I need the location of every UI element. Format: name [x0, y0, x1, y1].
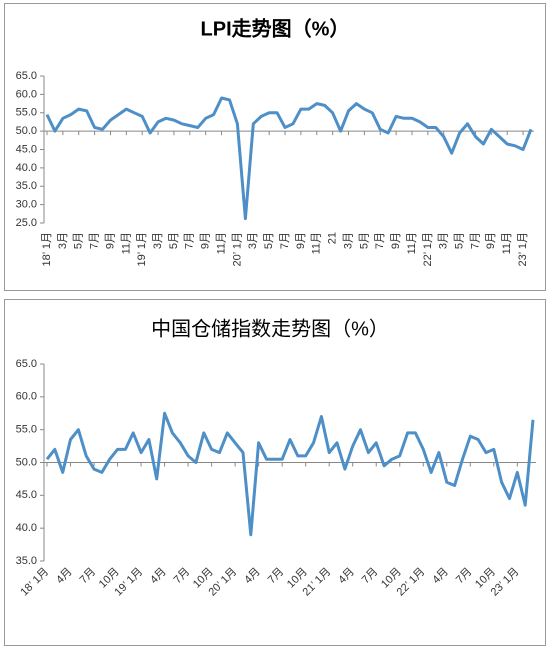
x-tick-label: 7月: [89, 232, 101, 249]
x-tick-label: 11月: [120, 232, 132, 254]
x-tick-label: 3月: [247, 232, 259, 249]
chart-title: LPI走势图（%）: [201, 16, 350, 40]
x-tick-label: 11月: [406, 232, 418, 254]
x-tick-label: 5月: [73, 232, 85, 249]
x-tick-label: 11月: [311, 232, 323, 254]
data-line: [45, 96, 533, 221]
y-tick-label: 65.0: [16, 70, 37, 82]
x-tick-label: 7月: [184, 232, 196, 249]
x-tick-label: 9月: [200, 232, 212, 249]
x-tick-label: 19’ 1月: [136, 232, 148, 266]
x-tick-label: 9月: [295, 232, 307, 249]
x-tick-label: 20’ 1月: [231, 232, 243, 266]
data-line: [45, 411, 535, 537]
y-tick-label: 65.0: [16, 358, 37, 370]
y-tick-label: 45.0: [16, 489, 37, 501]
y-tick-label: 50.0: [16, 456, 37, 468]
x-tick-label: 9月: [390, 232, 402, 249]
y-tick-label: 35.0: [16, 180, 37, 192]
x-tick-label: 23’ 1月: [517, 232, 529, 266]
y-tick-label: 50.0: [16, 125, 37, 137]
x-tick-label: 11月: [501, 232, 513, 254]
x-tick-label: 5月: [263, 232, 275, 249]
x-tick-label: 3月: [438, 232, 450, 249]
y-tick-label: 55.0: [16, 107, 37, 119]
x-tick-label: 22’ 1月: [422, 232, 434, 266]
y-tick-label: 30.0: [16, 199, 37, 211]
x-tick-label: 7月: [374, 232, 386, 249]
x-tick-label: 9月: [104, 232, 116, 249]
x-tick-label: 3月: [152, 232, 164, 249]
panel-frame: [4, 299, 546, 646]
y-tick-label: 45.0: [16, 143, 37, 155]
x-tick-label: 5月: [168, 232, 180, 249]
y-tick-label: 35.0: [16, 555, 37, 567]
x-tick-label: 18’ 1月: [41, 232, 53, 266]
y-tick-label: 55.0: [16, 424, 37, 436]
x-tick-label: 3月: [342, 232, 354, 249]
y-tick-label: 40.0: [16, 522, 37, 534]
x-tick-label: 9月: [485, 232, 497, 249]
x-tick-label: 7月: [279, 232, 291, 249]
y-tick-label: 60.0: [16, 391, 37, 403]
x-tick-label: 5月: [358, 232, 370, 249]
y-tick-label: 60.0: [16, 88, 37, 100]
y-tick-label: 25.0: [16, 217, 37, 229]
x-tick-label: 3月: [57, 232, 69, 249]
x-tick-label: 7月: [469, 232, 481, 249]
x-tick-label: 21: [327, 232, 339, 244]
x-tick-label: 5月: [453, 232, 465, 249]
x-tick-label: 11月: [215, 232, 227, 254]
chart-title: 中国仓储指数走势图（%）: [151, 317, 389, 340]
y-tick-label: 40.0: [16, 162, 37, 174]
